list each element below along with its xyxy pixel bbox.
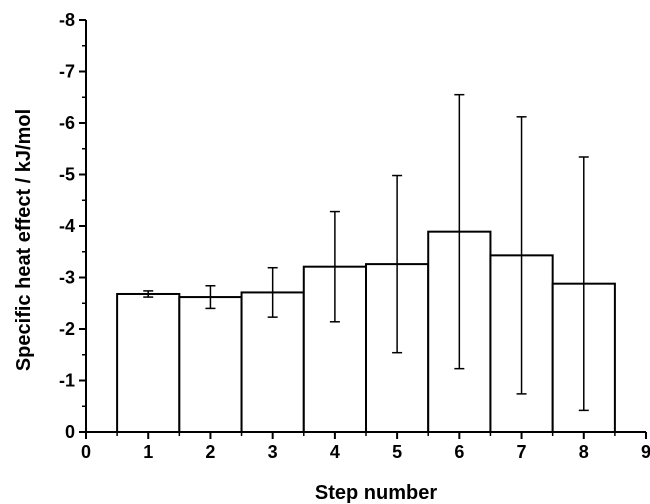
x-tick-label-7: 7 bbox=[517, 442, 527, 462]
x-tick-label-4: 4 bbox=[330, 442, 340, 462]
x-tick-label-8: 8 bbox=[579, 442, 589, 462]
x-tick-label-1: 1 bbox=[143, 442, 153, 462]
y-tick-label--4: -4 bbox=[59, 216, 75, 236]
x-tick-label-0: 0 bbox=[81, 442, 91, 462]
y-tick-label-0: 0 bbox=[65, 422, 75, 442]
y-tick-label--2: -2 bbox=[59, 319, 75, 339]
bar-2 bbox=[178, 296, 243, 433]
error-bars-group bbox=[143, 93, 589, 412]
x-tick-label-5: 5 bbox=[392, 442, 402, 462]
ticks-group: 0 1 2 3 4 5 6 7 8 9 0 -1 -2 -3 -4 -5 -6 -7 -8 bbox=[59, 10, 650, 462]
bar-1 bbox=[116, 292, 181, 434]
x-tick-label-9: 9 bbox=[641, 442, 650, 462]
y-tick-label--3: -3 bbox=[59, 268, 75, 288]
bars-group bbox=[116, 230, 616, 434]
y-tick-label--1: -1 bbox=[59, 371, 75, 391]
y-tick-label--7: -7 bbox=[59, 62, 75, 82]
y-axis-title: Specific heat effect / kJ/mol bbox=[13, 109, 35, 371]
x-tick-label-2: 2 bbox=[205, 442, 215, 462]
x-axis-title: Step number bbox=[315, 482, 437, 504]
y-tick-label--5: -5 bbox=[59, 165, 75, 185]
y-tick-label--6: -6 bbox=[59, 113, 75, 133]
x-tick-label-6: 6 bbox=[454, 442, 464, 462]
x-tick-label-3: 3 bbox=[268, 442, 278, 462]
y-tick-label--8: -8 bbox=[59, 10, 75, 30]
